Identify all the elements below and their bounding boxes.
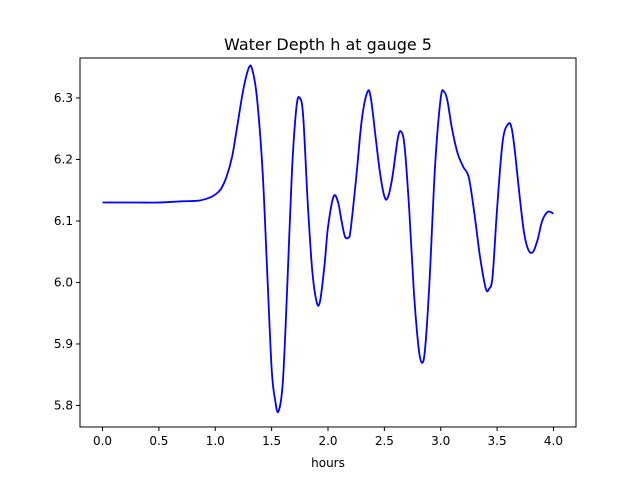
- series-line: [102, 64, 554, 414]
- chart-title: Water Depth h at gauge 5: [224, 35, 432, 54]
- x-tick-label: 3.5: [488, 434, 507, 448]
- x-tick-label: 1.0: [206, 434, 225, 448]
- x-axis-label: hours: [311, 456, 345, 470]
- y-tick-label: 5.8: [54, 398, 73, 412]
- x-tick-label: 1.5: [262, 434, 281, 448]
- x-tick-label: 2.0: [318, 434, 337, 448]
- x-tick-label: 4.0: [544, 434, 563, 448]
- y-tick-label: 6.3: [54, 91, 73, 105]
- plot-area: [102, 64, 554, 414]
- x-axis: 0.0 0.5 1.0 1.5 2.0 2.5 3.0 3.5 4.0: [93, 427, 563, 448]
- y-tick-label: 6.1: [54, 214, 73, 228]
- y-tick-label: 5.9: [54, 337, 73, 351]
- x-tick-label: 0.5: [149, 434, 168, 448]
- x-tick-label: 3.0: [431, 434, 450, 448]
- y-tick-label: 6.0: [54, 275, 73, 289]
- y-axis: 5.8 5.9 6.0 6.1 6.2 6.3: [54, 91, 80, 412]
- x-tick-label: 0.0: [93, 434, 112, 448]
- x-tick-label: 2.5: [375, 434, 394, 448]
- y-tick-label: 6.2: [54, 152, 73, 166]
